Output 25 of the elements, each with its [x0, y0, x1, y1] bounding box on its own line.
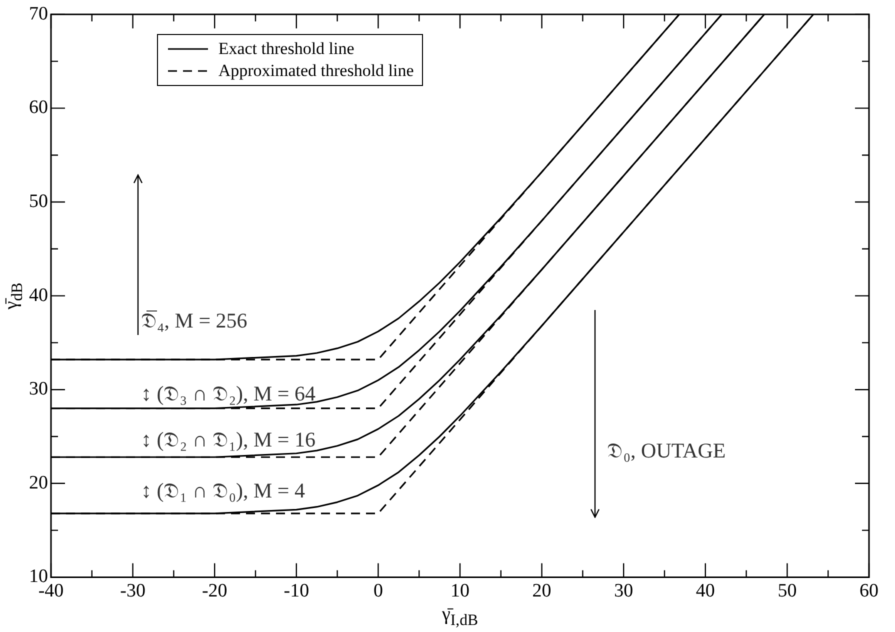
x-tick-label: 0	[373, 580, 383, 602]
annotation: ↕ (𝔇₁ ∩ 𝔇₀), M = 4	[140, 478, 306, 504]
x-tick-label: -10	[284, 580, 310, 602]
y-tick-label: 10	[29, 566, 48, 588]
annotation: 𝔇₀, OUTAGE	[607, 438, 726, 464]
annotation: ↕ (𝔇₂ ∩ 𝔇₁), M = 16	[140, 428, 316, 453]
x-tick-label: 40	[696, 580, 715, 602]
y-tick-label: 50	[29, 190, 48, 212]
x-tick-label: 20	[532, 580, 552, 602]
legend-label: Exact threshold line	[218, 38, 354, 60]
x-tick-label: 50	[778, 580, 797, 602]
x-tick-label: -20	[202, 580, 228, 602]
y-tick-label: 70	[29, 3, 48, 24]
legend-label: Approximated threshold line	[218, 60, 414, 82]
y-tick-label: 30	[29, 378, 48, 400]
annotation: 𝔇̅₄, M = 256	[140, 308, 248, 334]
y-tick-label: 40	[29, 284, 48, 306]
x-tick-label: 30	[614, 580, 634, 602]
x-tick-label: 60	[860, 580, 878, 602]
x-axis-title: γ̄$_{I,dB}$	[442, 604, 478, 630]
annotation: ↕ (𝔇₃ ∩ 𝔇₂), M = 64	[140, 382, 316, 407]
y-tick-label: 60	[29, 97, 48, 118]
x-tick-label: 10	[450, 580, 470, 602]
x-tick-label: -30	[120, 580, 146, 602]
y-tick-label: 20	[29, 472, 48, 494]
